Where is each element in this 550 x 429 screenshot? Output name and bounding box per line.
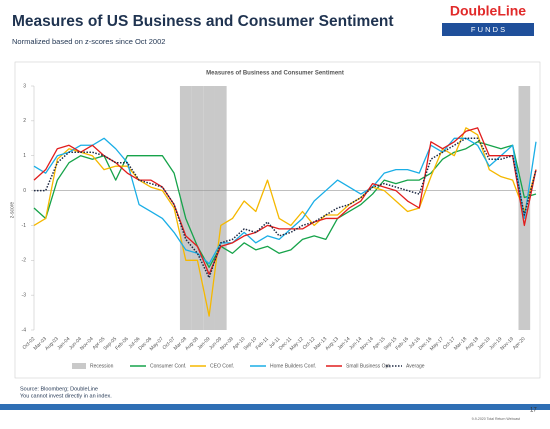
x-tick-label: May-17 xyxy=(429,336,445,352)
footer-bar xyxy=(0,404,550,410)
y-tick-label: 1 xyxy=(23,153,26,159)
series-line xyxy=(34,137,537,279)
legend-label: Average xyxy=(406,363,425,369)
legend-label: Recession xyxy=(90,363,114,369)
legend-swatch xyxy=(72,363,86,369)
page-number: 17 xyxy=(530,408,537,414)
x-tick-label: Feb-16 xyxy=(394,336,410,352)
x-tick-label: Nov-14 xyxy=(359,336,375,352)
logo-sub: F U N D S xyxy=(471,25,505,34)
series-line xyxy=(33,127,537,275)
x-tick-label: Nov-09 xyxy=(219,336,235,352)
chart-frame xyxy=(14,61,541,379)
recession-band xyxy=(191,86,204,330)
plot: -4-3-2-10123Oct-02Mar-03Aug-03Jan-04Jun-… xyxy=(21,83,537,369)
series-line xyxy=(33,137,537,265)
recession-band xyxy=(203,86,215,330)
x-tick-label: Nov-19 xyxy=(499,336,515,352)
logo-box xyxy=(442,23,534,36)
slide-title: Measures of US Business and Consumer Sen… xyxy=(12,13,394,30)
recession-band xyxy=(214,86,227,330)
legend-label: CEO Conf. xyxy=(210,363,234,369)
y-tick-label: 3 xyxy=(23,83,26,89)
x-tick-label: May-07 xyxy=(149,336,165,352)
y-tick-label: 0 xyxy=(23,188,26,194)
legend-label: Small Business Opt. xyxy=(346,363,391,369)
recession-band xyxy=(179,86,192,330)
y-tick-label: -2 xyxy=(22,258,27,264)
series-line xyxy=(33,127,537,317)
chart-title: Measures of Business and Consumer Sentim… xyxy=(206,71,344,77)
x-tick-label: Feb-11 xyxy=(255,336,270,351)
x-tick-label: May-12 xyxy=(289,336,305,352)
x-tick-label: Nov-04 xyxy=(79,336,95,352)
y-tick-label: -1 xyxy=(22,223,27,229)
source: Source: Bloomberg; DoubleLine xyxy=(20,386,98,392)
disclaimer: You cannot invest directly in an index. xyxy=(20,393,112,399)
footer-note: 9-9-2020 Total Return Webcast xyxy=(472,417,520,421)
series-line xyxy=(33,141,537,268)
x-tick-label: Apr-20 xyxy=(512,336,527,351)
y-tick-label: -4 xyxy=(22,327,27,333)
recession-band xyxy=(518,86,531,330)
logo-text: DoubleLine xyxy=(450,3,526,19)
legend-label: Consumer Conf. xyxy=(150,363,186,369)
y-axis-label: z-score xyxy=(9,202,15,219)
y-tick-label: -3 xyxy=(22,292,27,298)
x-tick-label: Feb-06 xyxy=(114,336,130,352)
legend-label: Home Builders Conf. xyxy=(270,363,316,369)
slide-subtitle: Normalized based on z-scores since Oct 2… xyxy=(12,37,165,46)
y-tick-label: 2 xyxy=(23,118,26,124)
